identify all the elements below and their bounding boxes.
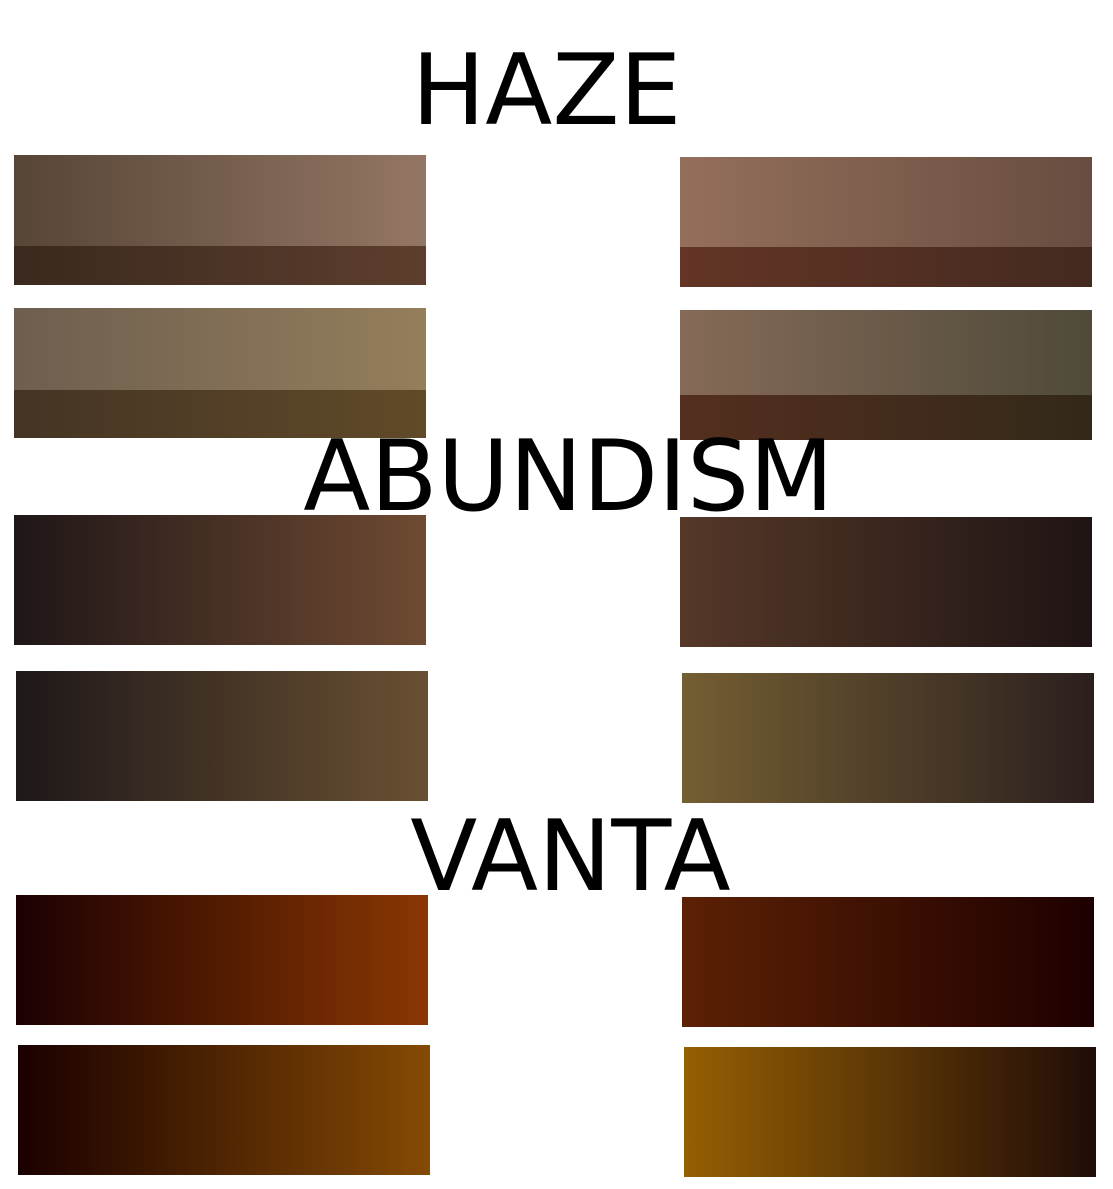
abundism-swatch-2-gradient: [680, 517, 1092, 647]
vanta-swatch-3-gradient: [18, 1045, 430, 1175]
haze-swatch-3-shadow: [14, 390, 426, 438]
vanta-swatch-2: [682, 897, 1094, 1027]
haze-swatch-2: [680, 157, 1092, 287]
haze-swatch-4-shadow: [680, 395, 1092, 440]
haze-swatch-3-highlight: [14, 308, 426, 390]
haze-swatch-1: [14, 155, 426, 285]
haze-swatch-2-highlight: [680, 157, 1092, 247]
abundism-swatch-3-gradient: [16, 671, 428, 801]
haze-swatch-3: [14, 308, 426, 438]
haze-swatch-2-shadow: [680, 247, 1092, 287]
vanta-swatch-4: [684, 1047, 1096, 1177]
haze-swatch-1-shadow: [14, 246, 426, 285]
vanta-swatch-4-gradient: [684, 1047, 1096, 1177]
abundism-swatch-3: [16, 671, 428, 801]
abundism-swatch-2: [680, 517, 1092, 647]
abundism-swatch-1: [14, 515, 426, 645]
haze-swatch-4: [680, 310, 1092, 440]
section-title-vanta: VANTA: [410, 800, 731, 914]
abundism-swatch-4-gradient: [682, 673, 1094, 803]
haze-swatch-4-highlight: [680, 310, 1092, 395]
section-title-haze: HAZE: [411, 34, 682, 148]
vanta-swatch-1-gradient: [16, 895, 428, 1025]
abundism-swatch-1-gradient: [14, 515, 426, 645]
vanta-swatch-3: [18, 1045, 430, 1175]
haze-swatch-1-highlight: [14, 155, 426, 246]
vanta-swatch-2-gradient: [682, 897, 1094, 1027]
vanta-swatch-1: [16, 895, 428, 1025]
section-title-abundism: ABUNDISM: [303, 420, 834, 534]
abundism-swatch-4: [682, 673, 1094, 803]
